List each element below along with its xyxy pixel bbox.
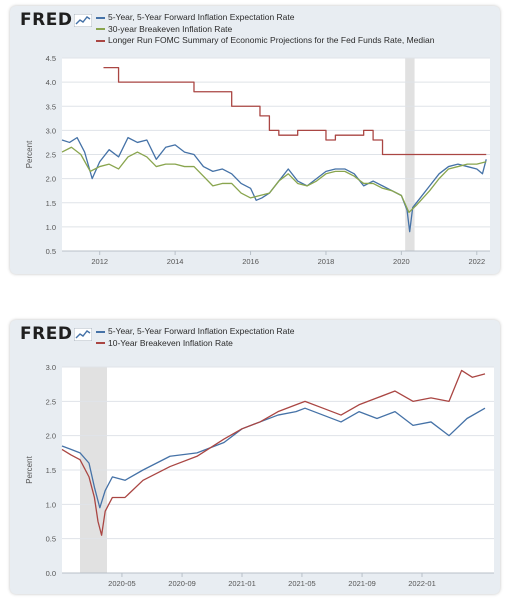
- chart-panel-2: FRED 5-Year, 5-Year Forward Inflation Ex…: [10, 320, 500, 594]
- x-tick-label: 2012: [91, 257, 108, 266]
- legend-item[interactable]: 30-year Breakeven Inflation Rate: [96, 24, 434, 36]
- x-tick-label: 2021-09: [348, 579, 376, 588]
- fred-logo-text: FRED: [20, 10, 73, 30]
- legend-label: 30-year Breakeven Inflation Rate: [108, 23, 233, 34]
- y-tick-label: 0.5: [46, 247, 56, 256]
- x-tick-label: 2022: [468, 257, 485, 266]
- y-tick-label: 4.5: [46, 54, 56, 63]
- y-tick-label: 3.0: [46, 363, 56, 372]
- y-tick-label: 1.0: [46, 500, 56, 509]
- line-chart-2: 0.0 0.5 1.0 1.5 2.0 2.5 3.0 2020-05 2020-09 2021-…: [25, 363, 494, 588]
- chart-panel-1: FRED 5-Year, 5-Year Forward Inflation Ex…: [10, 6, 500, 274]
- y-tick-label: 1.0: [46, 223, 56, 232]
- y-tick-label: 0.0: [46, 569, 56, 578]
- y-tick-label: 0.5: [46, 535, 56, 544]
- x-tick-label: 2014: [167, 257, 184, 266]
- y-tick-label: 2.0: [46, 175, 56, 184]
- y-tick-label: 3.0: [46, 126, 56, 135]
- legend-label: 5-Year, 5-Year Forward Inflation Expecta…: [108, 12, 295, 22]
- x-tick-label: 2020-05: [108, 579, 136, 588]
- y-tick-label: 2.5: [46, 151, 56, 160]
- chart-legend-2: 5-Year, 5-Year Forward Inflation Expecta…: [96, 326, 294, 349]
- y-tick-label: 1.5: [46, 199, 56, 208]
- y-tick-label: 3.5: [46, 102, 56, 111]
- legend-label: 10-Year Breakeven Inflation Rate: [108, 337, 233, 348]
- fred-logo[interactable]: FRED: [20, 10, 93, 30]
- y-tick-label: 4.0: [46, 78, 56, 87]
- chart-legend-1: 5-Year, 5-Year Forward Inflation Expecta…: [96, 12, 434, 47]
- x-tick-label: 2016: [242, 257, 259, 266]
- legend-swatch: [96, 330, 105, 333]
- series-line-10-year-breakeven-inflation-rate: [61, 369, 486, 536]
- legend-item[interactable]: 10-Year Breakeven Inflation Rate: [96, 338, 294, 350]
- legend-item[interactable]: 5-Year, 5-Year Forward Inflation Expecta…: [96, 12, 434, 24]
- legend-item[interactable]: Longer Run FOMC Summary of Economic Proj…: [96, 35, 434, 47]
- x-tick-label: 2022-01: [408, 579, 436, 588]
- legend-swatch: [96, 28, 105, 31]
- legend-label: 5-Year, 5-Year Forward Inflation Expecta…: [108, 326, 295, 336]
- legend-swatch: [96, 39, 105, 42]
- fred-logo-text: FRED: [20, 324, 73, 344]
- legend-item[interactable]: 5-Year, 5-Year Forward Inflation Expecta…: [96, 326, 294, 338]
- fred-logo[interactable]: FRED: [20, 324, 93, 344]
- x-tick-label: 2020-09: [168, 579, 196, 588]
- fred-logo-chart-icon: [74, 13, 93, 27]
- line-chart-1: 0.5 1.0 1.5 2.0 2.5 3.0 3.5 4.0 4.5 2012 2014 2016 2…: [25, 54, 490, 266]
- x-tick-label: 2020: [393, 257, 410, 266]
- y-axis-label: Percent: [25, 140, 34, 168]
- fred-logo-chart-icon: [74, 327, 93, 341]
- series-line-30-year-breakeven-inflation-rate: [61, 146, 487, 214]
- y-tick-label: 2.5: [46, 397, 56, 406]
- y-tick-label: 1.5: [46, 466, 56, 475]
- y-tick-label: 2.0: [46, 432, 56, 441]
- x-tick-label: 2021-05: [288, 579, 316, 588]
- legend-swatch: [96, 16, 105, 19]
- y-axis-label: Percent: [25, 455, 34, 483]
- x-tick-label: 2018: [318, 257, 335, 266]
- series-line-longer-run-fomc-summary-of-economic-proj: [103, 67, 487, 156]
- x-tick-label: 2021-01: [228, 579, 256, 588]
- legend-swatch: [96, 342, 105, 345]
- legend-label: Longer Run FOMC Summary of Economic Proj…: [108, 35, 435, 45]
